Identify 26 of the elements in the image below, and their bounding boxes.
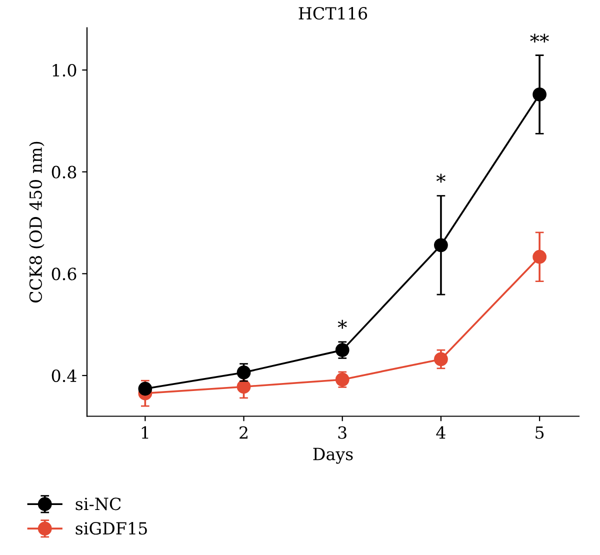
y-tick-label: 1.0 xyxy=(52,64,76,77)
point xyxy=(138,382,152,396)
x-tick-label: 2 xyxy=(240,426,248,439)
point xyxy=(335,372,350,387)
point xyxy=(434,238,448,252)
annotation: * xyxy=(338,320,347,329)
chart-title: HCT116 xyxy=(298,7,368,20)
point xyxy=(335,343,350,357)
point xyxy=(434,352,448,366)
point xyxy=(532,250,547,264)
y-axis-title: CCK8 (OD 450 nm) xyxy=(29,142,44,302)
annotation: ** xyxy=(530,34,549,43)
y-tick-label: 0.6 xyxy=(52,268,76,280)
x-axis-title: Days xyxy=(313,448,353,464)
x-tick-label: 4 xyxy=(436,426,446,439)
x-tick-label: 5 xyxy=(536,426,544,439)
x-tick-label: 3 xyxy=(338,426,346,439)
x-tick-label: 1 xyxy=(142,426,148,439)
point xyxy=(236,380,251,394)
legend-label: si-NC xyxy=(76,498,121,510)
point xyxy=(236,366,251,380)
point xyxy=(532,88,547,102)
y-tick-label: 0.8 xyxy=(52,166,76,178)
y-tick-label: 0.4 xyxy=(52,369,76,382)
annotation: * xyxy=(436,174,446,183)
legend-label: siGDF15 xyxy=(76,522,147,535)
